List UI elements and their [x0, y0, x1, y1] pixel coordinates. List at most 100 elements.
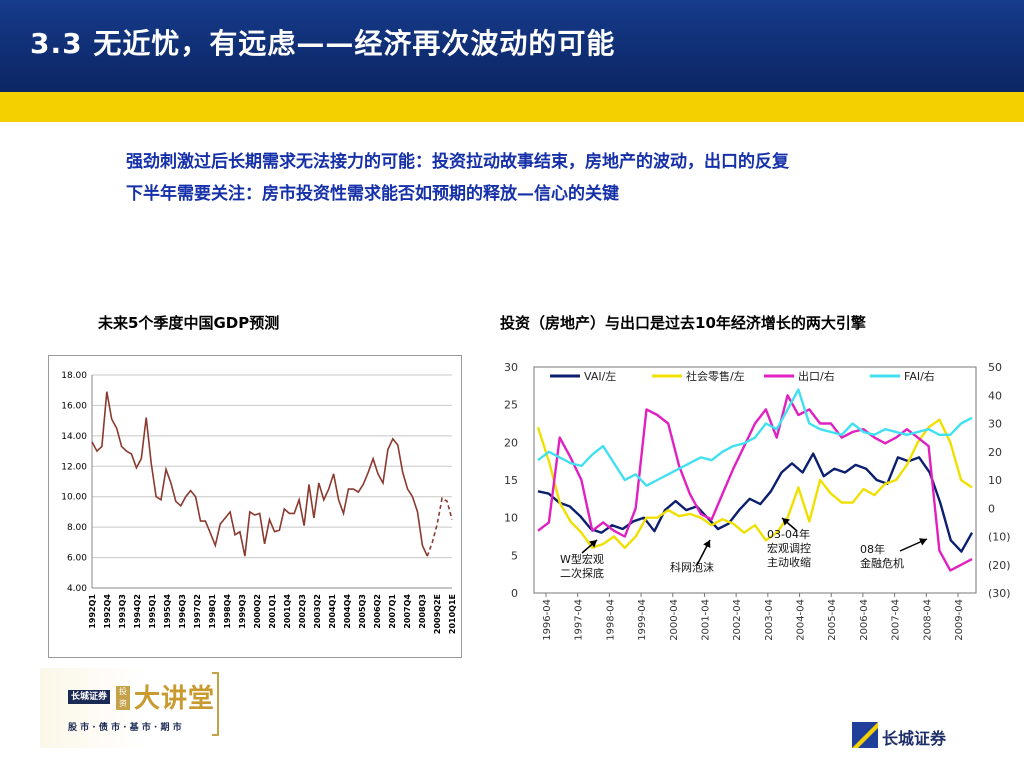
gdp-y-tick-label: 18.00	[61, 371, 87, 381]
gdp-y-tick-label: 6.00	[67, 554, 87, 564]
gdp-x-tick-label: 2004Q4	[343, 594, 352, 629]
engine-chart-title: 投资（房地产）与出口是过去10年经济增长的两大引擎	[500, 314, 866, 332]
gdp-x-tick-label: 2006Q2	[373, 594, 382, 629]
gdp-actual-line	[91, 391, 429, 557]
annotation-arrowhead	[782, 518, 790, 526]
engine-x-tick-label: 1997-04	[574, 599, 585, 641]
gdp-x-tick-label: 1997Q2	[193, 594, 202, 629]
engine-x-tick-label: 2003-04	[764, 599, 775, 641]
engine-series-line	[537, 388, 973, 487]
annotation-arrowhead	[918, 538, 927, 546]
gdp-x-tick-label: 1999Q3	[238, 594, 247, 629]
engine-chart: 0 5 10 15 20 25 30 50 40 30 20 10 0 (10) (20) (30) 199…	[504, 361, 1011, 641]
engine-left-tick-label: 30	[504, 361, 518, 374]
engine-right-tick-label: 30	[988, 418, 1002, 431]
annotation-arrowhead	[703, 540, 711, 549]
gdp-x-tick-label: 2000Q2	[253, 594, 262, 629]
engine-annotation: 金融危机	[860, 556, 904, 570]
engine-legend-label: VAI/左	[584, 370, 616, 383]
engine-x-tick-label: 2007-04	[891, 599, 902, 641]
gdp-x-tick-label: 1995Q4	[163, 594, 172, 629]
annotation-arrowhead	[589, 540, 597, 548]
gdp-y-tick-label: 10.00	[61, 493, 87, 503]
company-logo-text: 长城证券	[882, 729, 947, 748]
gdp-x-tick-label: 2004Q1	[328, 594, 337, 629]
gdp-x-tick-label: 2003Q2	[313, 594, 322, 629]
engine-right-tick-label: (10)	[988, 531, 1011, 544]
gdp-y-tick-label: 14.00	[61, 432, 87, 442]
engine-x-tick-label: 2009-04	[954, 599, 965, 641]
company-logo: 长城证券	[850, 720, 980, 754]
engine-left-tick-label: 5	[511, 549, 518, 562]
gdp-x-tick-label: 2007Q1	[388, 594, 397, 629]
lecture-hall-logo: 长城证券 投资 大讲堂 股 市 · 债 市 · 基 市 · 期 市	[40, 668, 220, 748]
engine-annotation: 宏观调控	[767, 541, 811, 555]
engine-x-tick-label: 2006-04	[859, 599, 870, 641]
gdp-x-tick-label: 2008Q3	[418, 594, 427, 629]
engine-right-tick-label: 20	[988, 446, 1002, 459]
engine-x-tick-label: 1996-04	[542, 599, 553, 641]
gdp-y-tick-label: 12.00	[61, 462, 87, 472]
gdp-x-tick-label: 1998Q1	[208, 594, 217, 629]
slide-header: 3.3 无近忧，有远虑——经济再次波动的可能	[0, 0, 1024, 92]
engine-right-tick-label: 10	[988, 474, 1002, 487]
engine-x-tick-label: 2008-04	[922, 599, 933, 641]
engine-series-line	[537, 394, 973, 572]
engine-right-tick-label: (30)	[988, 587, 1011, 600]
engine-annotation: 08年	[860, 542, 885, 556]
engine-legend-label: 社会零售/左	[686, 369, 745, 383]
engine-left-tick-label: 10	[504, 512, 518, 525]
slide-title: 3.3 无近忧，有远虑——经济再次波动的可能	[30, 27, 616, 60]
gdp-x-tick-label: 1992Q4	[103, 594, 112, 629]
engine-series-line	[536, 418, 973, 550]
gdp-x-tick-label: 2005Q3	[358, 594, 367, 629]
engine-x-tick-label: 1999-04	[637, 599, 648, 641]
gdp-x-tick-label: 1995Q1	[148, 594, 157, 629]
bullet-2: 下半年需要关注：房市投资性需求能否如预期的释放—信心的关键	[126, 184, 619, 204]
bullet-1: 强劲刺激过后长期需求无法接力的可能：投资拉动故事结束，房地产的波动，出口的反复	[126, 152, 789, 172]
gdp-x-tick-label: 2001Q4	[283, 594, 292, 629]
bullet-list: 强劲刺激过后长期需求无法接力的可能：投资拉动故事结束，房地产的波动，出口的反复 …	[90, 146, 970, 210]
gdp-y-tick-label: 16.00	[61, 401, 87, 411]
engine-left-tick-label: 25	[504, 399, 518, 412]
gdp-y-tick-label: 8.00	[67, 523, 87, 533]
logo-stamp: 投资	[116, 686, 130, 710]
engine-series-line	[537, 452, 974, 553]
engine-x-tick-label: 1998-04	[605, 599, 616, 641]
engine-right-tick-label: (20)	[988, 559, 1011, 572]
gdp-x-tick-label: 1996Q3	[178, 594, 187, 629]
gdp-chart: 4.00 6.00 8.00 10.00 12.00 14.00 16.00 18.00 19…	[48, 355, 462, 658]
gdp-x-tick-label: 2007Q4	[403, 594, 412, 629]
gdp-y-tick-label: 4.00	[67, 584, 87, 594]
engine-plot-frame	[533, 366, 977, 594]
accent-bar	[0, 92, 1024, 122]
engine-left-tick-label: 0	[511, 587, 518, 600]
gdp-x-tick-label: 1994Q2	[133, 594, 142, 629]
engine-annotation: 主动收缩	[767, 555, 811, 569]
logo-main-text: 大讲堂	[134, 684, 216, 714]
engine-x-tick-label: 2000-04	[669, 599, 680, 641]
engine-right-tick-label: 40	[988, 389, 1002, 402]
logo-sub-text: 股 市 · 债 市 · 基 市 · 期 市	[68, 723, 182, 733]
engine-annotation: 科网泡沫	[670, 560, 714, 574]
engine-annotation: 二次探底	[560, 566, 604, 580]
gdp-x-tick-label: 2001Q1	[268, 594, 277, 629]
engine-x-tick-label: 2002-04	[732, 599, 743, 641]
gdp-x-tick-label: 2002Q3	[298, 594, 307, 629]
gdp-x-tick-label: 2010Q1E	[448, 594, 457, 634]
gdp-x-tick-label: 1998Q4	[223, 594, 232, 629]
engine-legend-label: FAI/右	[904, 369, 935, 383]
engine-right-tick-label: 0	[988, 502, 995, 515]
engine-x-tick-label: 2004-04	[796, 599, 807, 641]
gdp-x-tick-label: 2009Q2E	[433, 594, 442, 634]
gdp-chart-title: 未来5个季度中国GDP预测	[98, 314, 280, 332]
company-logo-icon	[852, 722, 878, 748]
gdp-x-tick-label: 1992Q1	[88, 594, 97, 629]
engine-x-tick-label: 2005-04	[827, 599, 838, 641]
engine-left-tick-label: 20	[504, 436, 518, 449]
engine-annotation: W型宏观	[560, 552, 604, 566]
engine-right-tick-label: 50	[988, 361, 1002, 374]
engine-legend-label: 出口/右	[798, 369, 835, 383]
gdp-x-tick-label: 1993Q3	[118, 594, 127, 629]
engine-annotation: 03-04年	[767, 527, 810, 541]
